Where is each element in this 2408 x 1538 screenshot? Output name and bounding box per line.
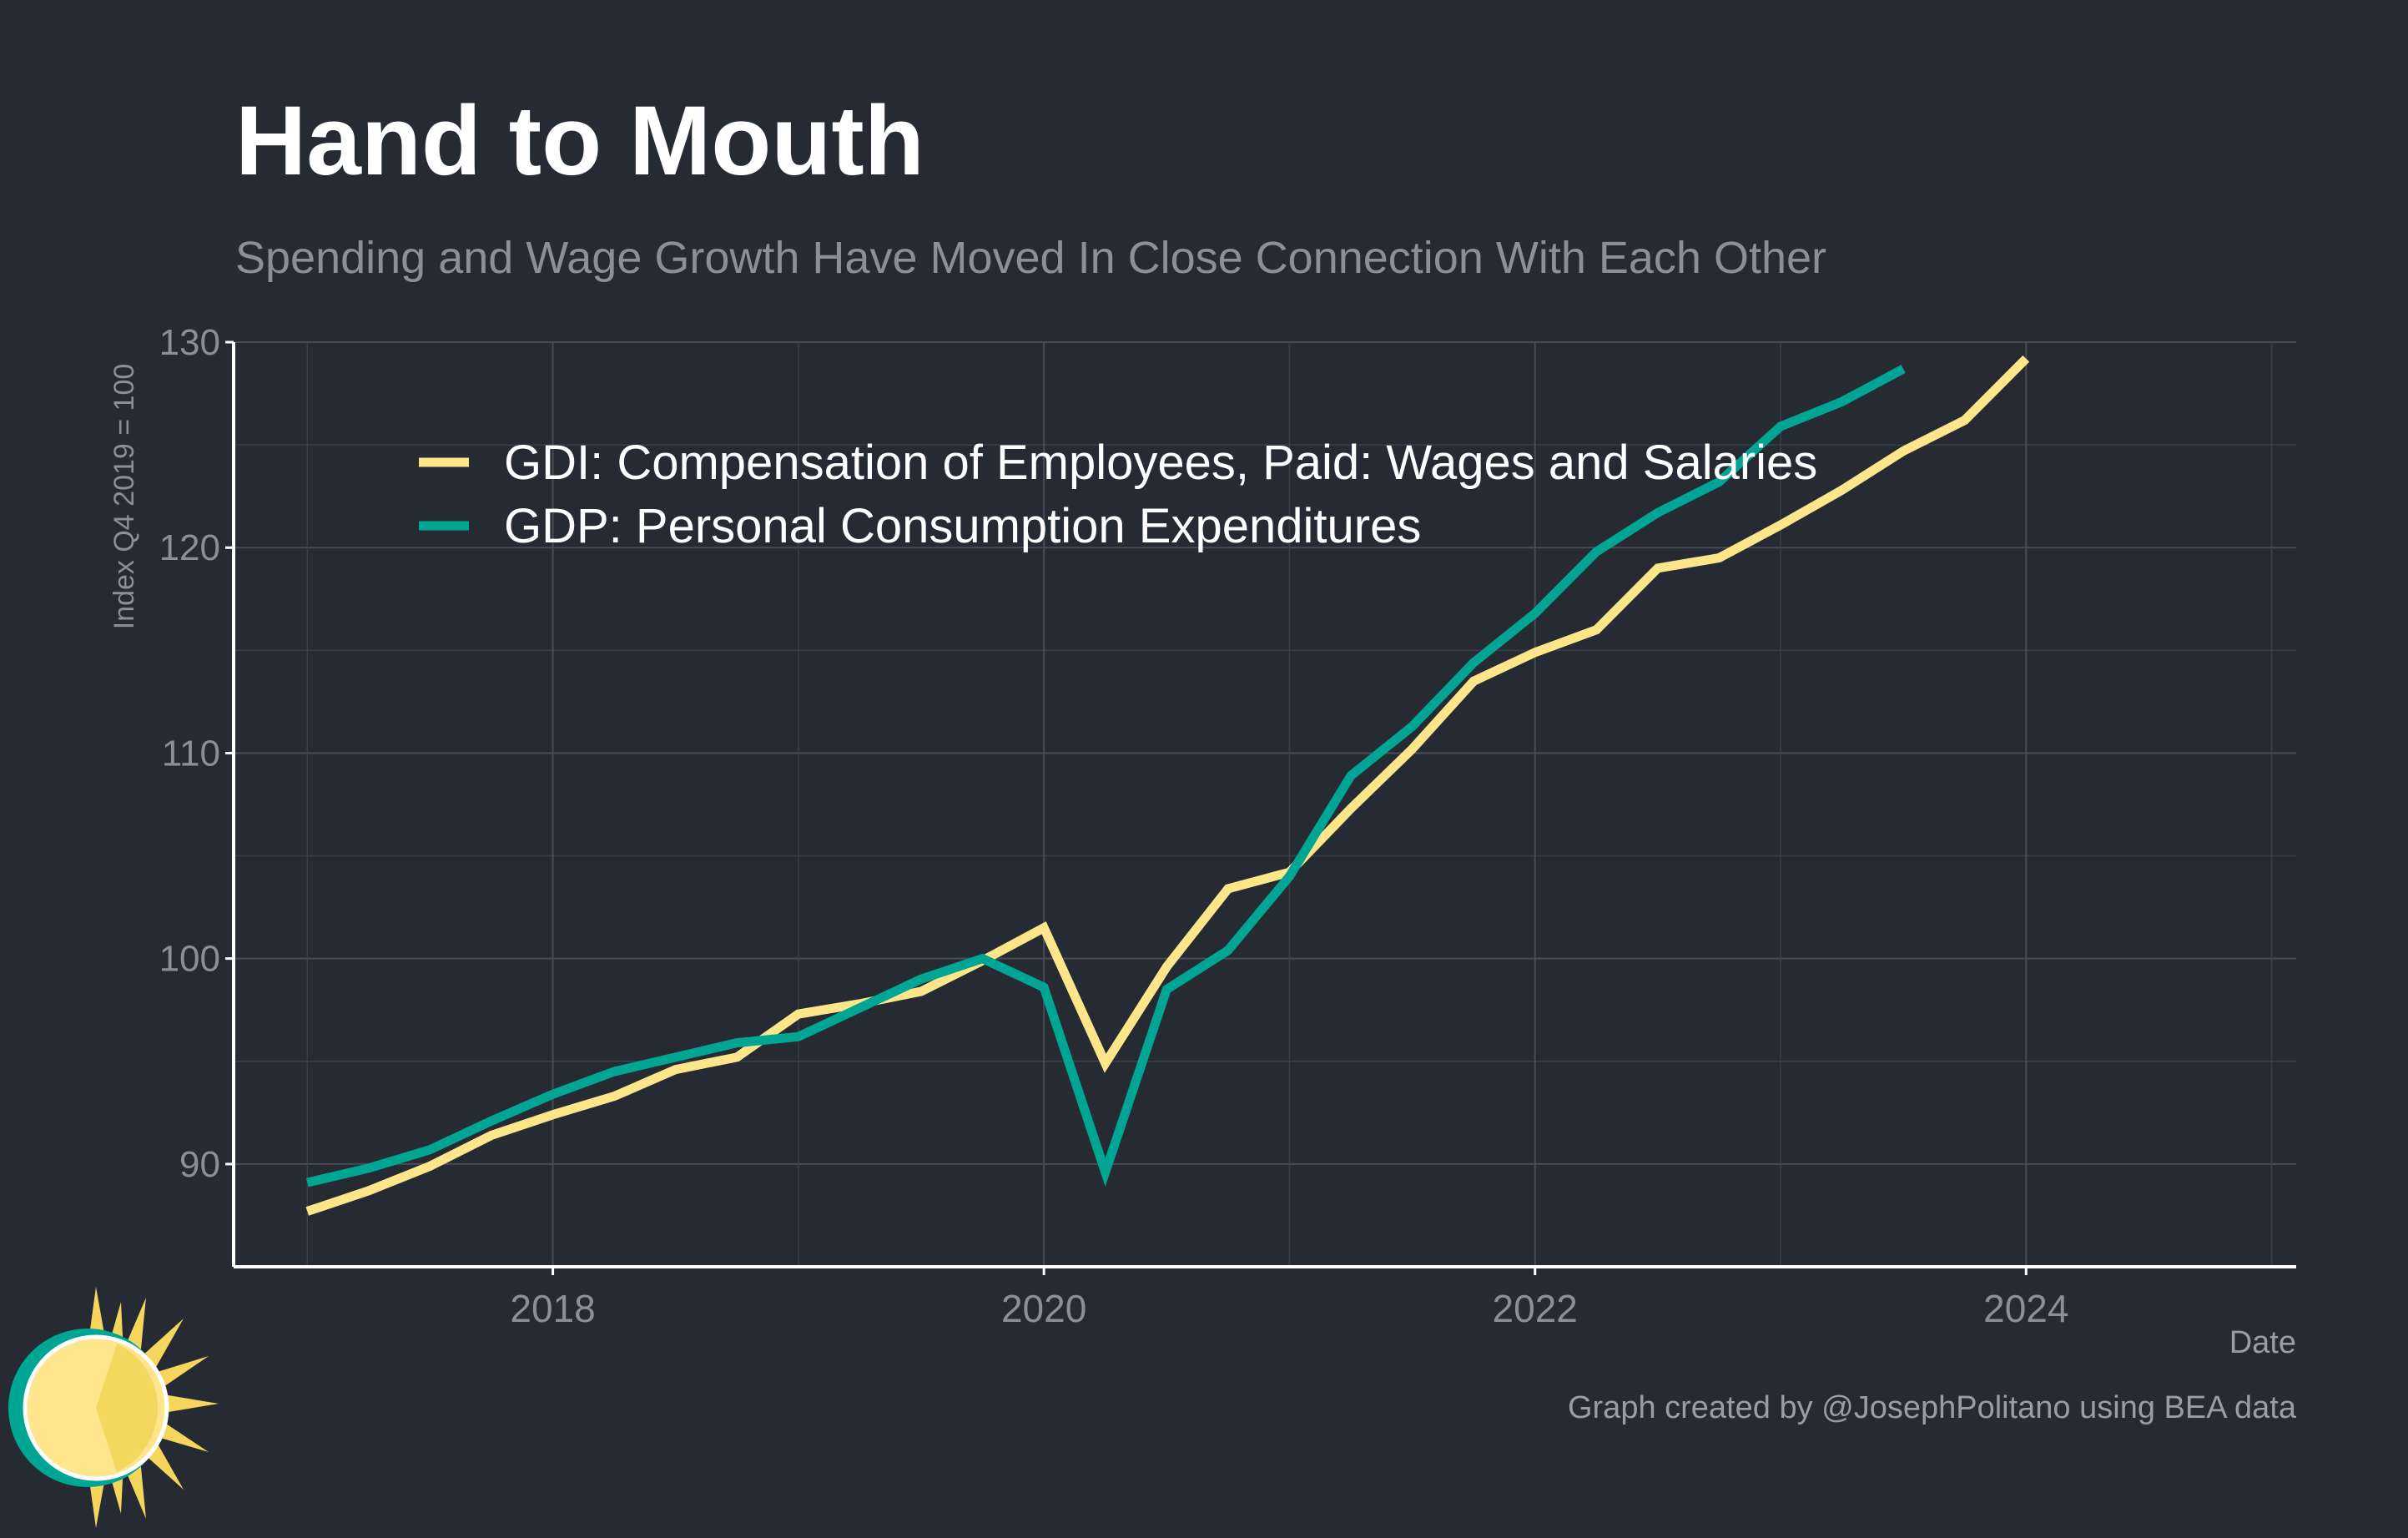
series-1-point: [1349, 807, 1353, 810]
series-1-point: [1656, 567, 1660, 570]
x-tick-label: 2020: [1001, 1287, 1086, 1330]
series-2-point: [981, 957, 985, 961]
series-2-point: [1165, 988, 1168, 991]
y-axis-label: Index Q4 2019 = 100: [108, 364, 140, 630]
series-1-point: [1104, 1061, 1107, 1065]
series-2-point: [1042, 986, 1045, 989]
series-2-point: [305, 1181, 309, 1184]
grid: [234, 341, 2296, 1268]
y-tick-label: 120: [159, 527, 220, 568]
series-2-point: [1841, 400, 1844, 403]
series-1-point: [612, 1095, 616, 1098]
series-2-point: [674, 1056, 678, 1059]
series-1-point: [797, 1012, 800, 1016]
series-1-point: [1042, 926, 1045, 930]
series-1-point: [305, 1210, 309, 1213]
series-2-point: [1104, 1171, 1107, 1174]
axes: 90 100 110 120 130 2018 2020 2022 2024: [159, 322, 2296, 1330]
chart-title: Hand to Mouth: [235, 86, 924, 196]
legend-label-2: GDP: Personal Consumption Expenditures: [504, 499, 1421, 553]
series-2-point: [1902, 367, 1905, 371]
credit-text: Graph created by @JosephPolitano using B…: [1567, 1390, 2296, 1425]
series-1-point: [1902, 449, 1905, 452]
series-2-point: [1534, 612, 1537, 615]
series-1-point: [735, 1056, 738, 1059]
x-axis-label: Date: [2229, 1325, 2296, 1360]
chart-subtitle: Spending and Wage Growth Have Moved In C…: [235, 233, 1827, 283]
series-1-point: [2024, 357, 2028, 361]
series-2-point: [552, 1092, 555, 1096]
x-tick-label: 2022: [1493, 1287, 1578, 1330]
x-tick-label: 2018: [510, 1287, 595, 1330]
series-2-point: [1349, 774, 1353, 778]
series-2-point: [1411, 724, 1414, 728]
series-2-point: [428, 1148, 431, 1152]
legend: GDI: Compensation of Employees, Paid: Wa…: [419, 436, 1817, 553]
sun-logo-icon: [8, 1287, 219, 1528]
series-2-point: [490, 1119, 493, 1122]
series-1-point: [428, 1164, 431, 1167]
series-1-point: [674, 1068, 678, 1072]
legend-label-1: GDI: Compensation of Employees, Paid: Wa…: [504, 436, 1817, 490]
series-line-1: [305, 355, 2030, 1216]
series-1-point: [367, 1189, 370, 1193]
series-2-point: [919, 977, 923, 981]
series-1-point: [552, 1113, 555, 1117]
series-2-point: [1287, 875, 1291, 878]
series-1-point: [919, 990, 923, 993]
series-2-point: [1594, 550, 1598, 553]
series-2-point: [1656, 511, 1660, 514]
series-2-point: [367, 1167, 370, 1170]
series-layer: [305, 355, 2030, 1216]
y-tick-label: 110: [162, 733, 220, 774]
series-1-point: [1534, 651, 1537, 654]
series-2-point: [1472, 661, 1475, 664]
y-tick-label: 100: [159, 939, 220, 980]
series-line-2: [306, 365, 1906, 1188]
series-1-point: [1472, 679, 1475, 683]
series-2-point: [797, 1035, 800, 1038]
series-1-point: [1963, 419, 1967, 422]
series-1-point: [1779, 523, 1782, 527]
series-2-point: [858, 1006, 861, 1010]
series-2-point: [612, 1070, 616, 1073]
series-1-point: [490, 1133, 493, 1137]
y-tick-label: 90: [179, 1144, 220, 1185]
series-1-point: [1411, 748, 1414, 751]
x-tick-label: 2024: [1983, 1287, 2068, 1330]
series-1-point: [1841, 488, 1844, 492]
y-tick-label: 130: [159, 322, 220, 363]
series-1-point: [1717, 557, 1720, 560]
series-1-point: [1165, 966, 1168, 969]
series-1-point: [1227, 887, 1230, 890]
series-2-point: [1227, 949, 1230, 952]
series-1-point: [1594, 628, 1598, 632]
series-2-point: [735, 1041, 738, 1045]
series-2-point: [1779, 425, 1782, 428]
